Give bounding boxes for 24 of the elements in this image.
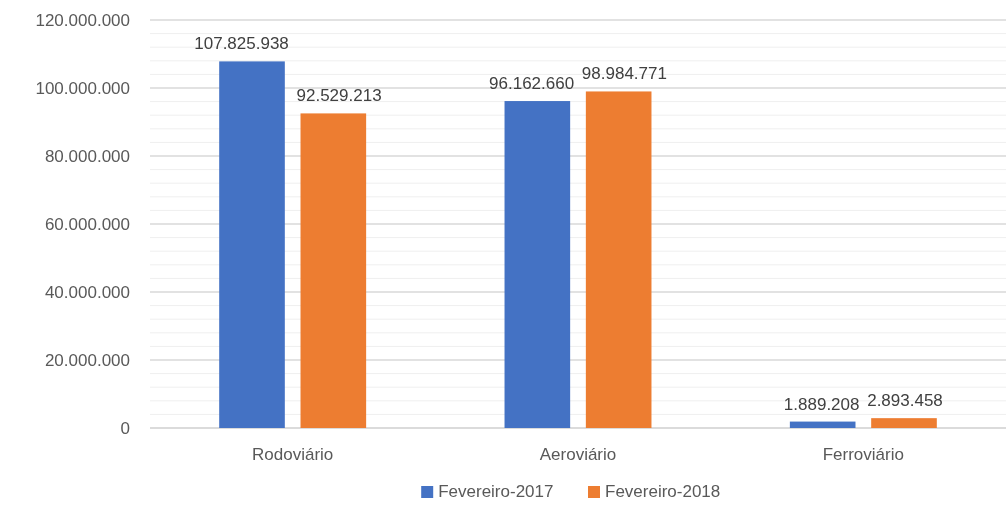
x-tick-label: Ferroviário (822, 445, 904, 464)
data-label: 92.529.213 (296, 86, 382, 106)
bar (871, 418, 937, 428)
y-tick-label: 60.000.000 (44, 214, 130, 234)
legend-label: Fevereiro-2017 (438, 482, 554, 501)
y-tick-label: 40.000.000 (44, 282, 130, 302)
data-label: 107.825.938 (194, 34, 289, 54)
data-label: 96.162.660 (489, 74, 575, 94)
y-tick-label: 100.000.000 (35, 78, 130, 98)
y-tick-label: 20.000.000 (44, 350, 130, 370)
y-tick-label: 0 (120, 418, 130, 438)
x-tick-label: Aeroviário (539, 445, 617, 464)
data-label: 2.893.458 (867, 391, 943, 411)
bar (585, 91, 652, 428)
legend-label: Fevereiro-2018 (605, 482, 721, 501)
data-label: 1.889.208 (783, 394, 860, 414)
x-tick-label: Rodoviário (252, 445, 334, 464)
data-label: 98.984.771 (581, 64, 667, 84)
bar (219, 61, 285, 428)
y-tick-label: 80.000.000 (44, 146, 130, 166)
bar (504, 101, 571, 428)
bar (300, 113, 367, 428)
bar (789, 421, 856, 428)
y-tick-label: 120.000.000 (35, 10, 130, 30)
